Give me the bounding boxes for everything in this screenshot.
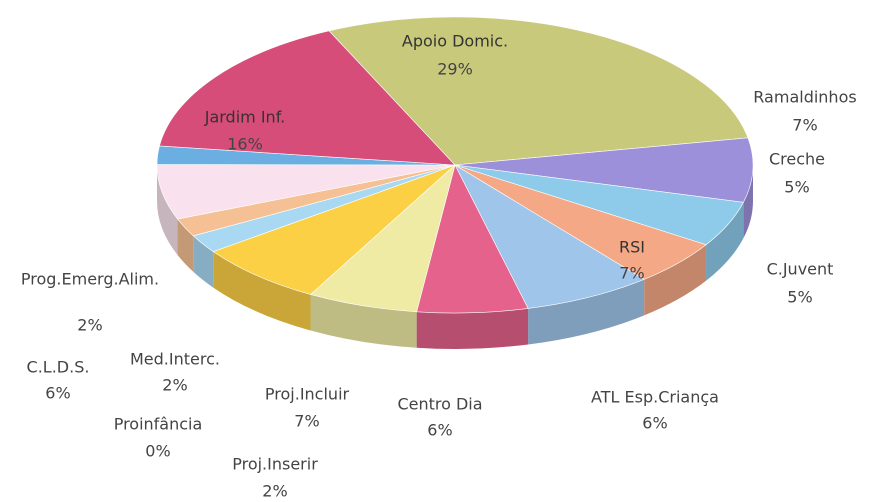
slice-value: 7% [792, 116, 817, 135]
slice-label: Med.Interc. [130, 350, 220, 369]
slice-value: 7% [294, 412, 319, 431]
slice-side [528, 279, 645, 345]
slice-label: RSI [619, 238, 645, 257]
slice-side [706, 202, 744, 281]
slice-label: Centro Dia [397, 395, 482, 414]
slice-value: 5% [787, 288, 812, 307]
slice-label: Creche [769, 150, 825, 169]
slice-value: 7% [619, 264, 644, 283]
slice-label: Ramaldinhos [753, 88, 856, 107]
slice-value: 29% [437, 60, 473, 79]
slice [454, 137, 754, 203]
slice-value: 2% [162, 376, 187, 395]
slice-side [416, 308, 529, 350]
slice-side [310, 294, 417, 348]
slice-value: 2% [77, 316, 102, 335]
pie-tops [156, 16, 754, 314]
slice-label: Prog.Emerg.Alim. [21, 270, 159, 289]
slice-side [644, 244, 707, 316]
slice-label: Proj.Inserir [232, 455, 318, 474]
slice-value: 5% [784, 178, 809, 197]
slice-label: ATL Esp.Criança [591, 388, 719, 407]
slice-label: Apoio Domic. [402, 32, 508, 51]
slice-label: C.L.D.S. [27, 358, 90, 377]
slice-value: 6% [642, 414, 667, 433]
slice [454, 164, 645, 309]
slice-side [213, 251, 311, 331]
slice-side [743, 165, 753, 239]
slice-value: 6% [45, 384, 70, 403]
slice-label: Proj.Incluir [265, 385, 350, 404]
slice-value: 2% [262, 482, 287, 501]
slice-side [193, 235, 214, 288]
slice-value: 6% [427, 421, 452, 440]
slice [159, 30, 456, 166]
slice-value: 0% [145, 442, 170, 461]
slice-label: Jardim Inf. [204, 108, 286, 127]
slice-value: 16% [227, 135, 263, 154]
slice-label: Proinfância [114, 415, 203, 434]
slice [212, 164, 456, 295]
slice [328, 16, 749, 166]
slice-label: C.Juvent [767, 260, 834, 279]
slice-side [157, 165, 178, 256]
